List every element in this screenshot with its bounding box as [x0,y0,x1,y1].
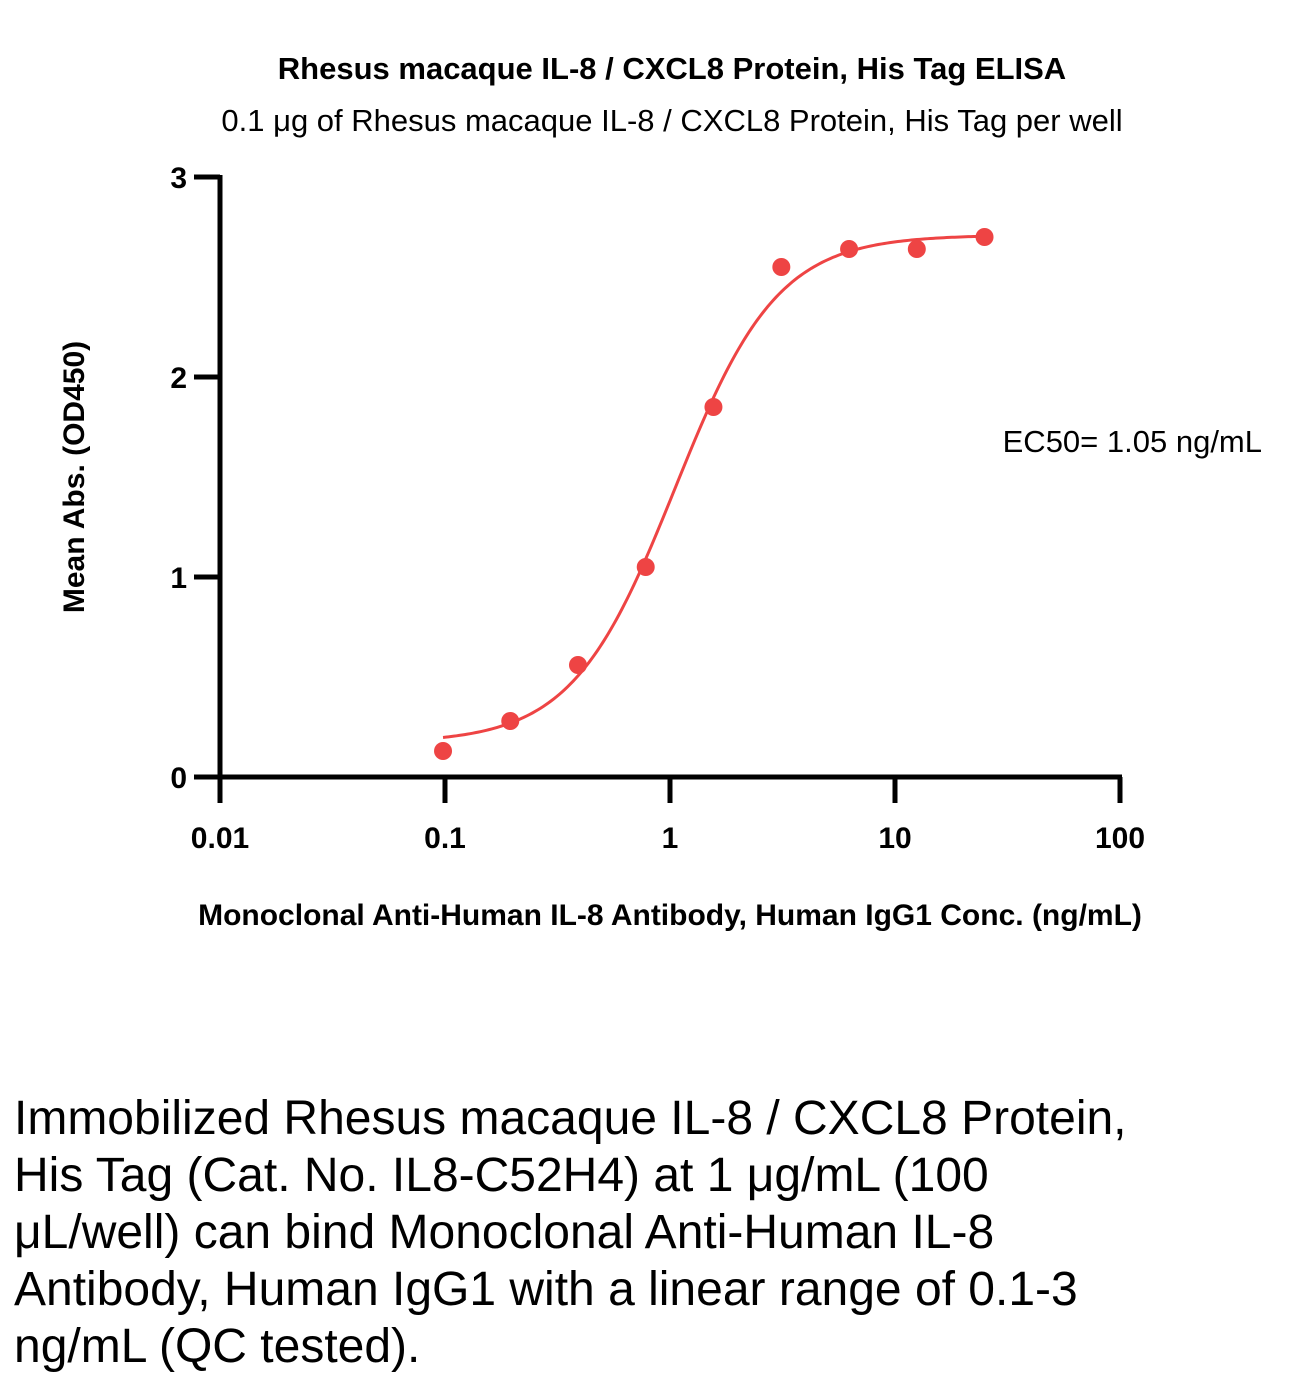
y-tick-label: 0 [170,762,187,795]
data-point [636,558,655,576]
data-points [434,228,994,760]
y-tick-label: 3 [170,162,187,195]
data-point [975,228,994,246]
y-axis-label: Mean Abs. (OD450) [58,341,91,613]
data-point [907,240,926,258]
tick-labels: 0 1 2 3 0.01 0.1 1 10 100 [170,162,1145,855]
data-point [772,258,791,276]
x-tick-label: 10 [878,822,911,855]
x-axis-label: Monoclonal Anti-Human IL-8 Antibody, Hum… [198,899,1142,932]
x-tick-label: 0.1 [424,822,466,855]
axes [194,174,1123,803]
chart-subtitle: 0.1 μg of Rhesus macaque IL-8 / CXCL8 Pr… [221,103,1122,138]
ec50-annotation: EC50= 1.05 ng/mL [1003,424,1262,459]
data-point [434,742,453,760]
chart-title: Rhesus macaque IL-8 / CXCL8 Protein, His… [278,51,1066,86]
y-tick-label: 1 [170,562,187,595]
x-tick-label: 1 [662,822,679,855]
elisa-chart: Rhesus macaque IL-8 / CXCL8 Protein, His… [58,51,1262,932]
figure-caption: Immobilized Rhesus macaque IL-8 / CXCL8 … [14,1092,1127,1373]
data-point [840,240,859,258]
data-point [704,398,723,416]
data-point [501,712,520,730]
x-tick-label: 100 [1095,822,1145,855]
y-tick-label: 2 [170,362,187,395]
x-tick-label: 0.01 [191,822,249,855]
fit-curve [442,234,985,739]
data-point [568,656,587,674]
